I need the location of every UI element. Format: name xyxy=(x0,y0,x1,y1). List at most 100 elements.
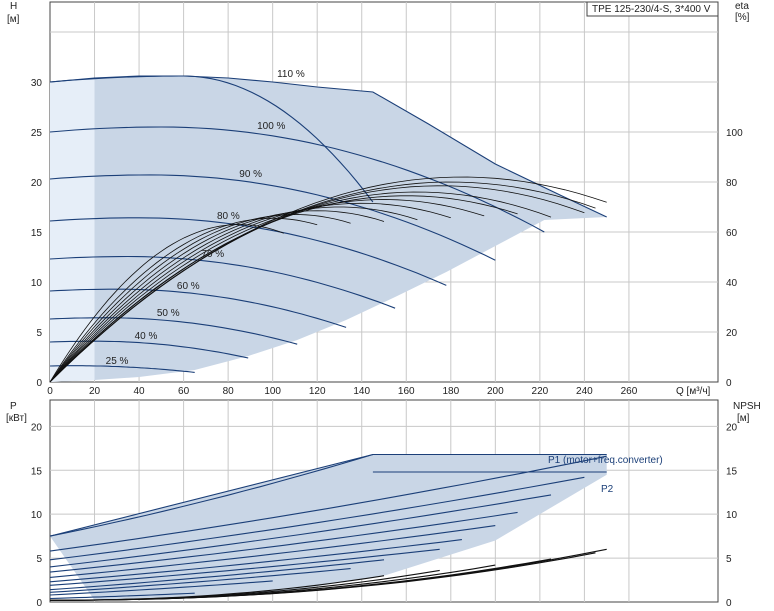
max-curve xyxy=(49,75,607,218)
head-panel: 110 % 100 % 90 % 80 % 70 % 60 % 50 % 40 % 25 % 0… xyxy=(7,1,750,397)
operating-region-fill xyxy=(50,76,607,382)
npsh-curves xyxy=(50,548,607,601)
speed-label: 90 % xyxy=(239,169,262,180)
p1-curve xyxy=(49,476,585,561)
p1-curve xyxy=(49,539,462,583)
power-y-tick-labels: 0 5 10 15 20 xyxy=(31,422,43,609)
speed-label: 110 % xyxy=(277,69,305,80)
x-axis-label: Q [м³/ч] xyxy=(676,386,711,397)
p1-label: P1 (motor+freq.converter) xyxy=(548,455,663,466)
x-tick-label: 100 xyxy=(264,386,281,397)
x-tick-label: 60 xyxy=(178,386,190,397)
speed-label: 60 % xyxy=(177,281,200,292)
p1-curve xyxy=(49,494,552,568)
speed-curves xyxy=(49,75,607,373)
power-y-tick-label: 15 xyxy=(31,466,43,477)
y2-tick-label: 20 xyxy=(726,328,738,339)
power-axis-label: P xyxy=(10,401,17,412)
speed-label: 25 % xyxy=(106,356,129,367)
p1-curve xyxy=(49,511,518,573)
efficiency-curve xyxy=(49,202,451,383)
x-tick-labels: 0 20 40 60 80 100 120 140 160 180 200 220 240 260 xyxy=(47,386,637,397)
x-tick-label: 260 xyxy=(621,386,638,397)
x-tick-label: 40 xyxy=(134,386,146,397)
x-tick-label: 80 xyxy=(223,386,235,397)
power-y-tick-label: 5 xyxy=(36,554,42,565)
y2-tick-label: 60 xyxy=(726,228,738,239)
npsh-axis-label: NPSH xyxy=(733,401,761,412)
x-tick-label: 140 xyxy=(353,386,370,397)
y2-tick-label: 0 xyxy=(726,378,732,389)
npsh-curve xyxy=(50,575,385,601)
power-y-tick-label: 20 xyxy=(31,422,43,433)
p1-curve xyxy=(49,592,195,600)
efficiency-curve xyxy=(49,214,351,383)
npsh-axis-unit: [м] xyxy=(737,413,750,424)
speed-curve xyxy=(49,365,195,373)
speed-label: 70 % xyxy=(201,249,224,260)
npsh-y-tick-label: 20 xyxy=(726,422,738,433)
power-curves xyxy=(49,453,607,600)
p1-curve xyxy=(49,568,351,593)
x-tick-label: 120 xyxy=(309,386,326,397)
efficiency-curve xyxy=(49,206,418,383)
x-tick-label: 160 xyxy=(398,386,415,397)
speed-labels: 110 % 100 % 90 % 80 % 70 % 60 % 50 % 40 % 25 % xyxy=(106,69,305,367)
efficiency-curve xyxy=(49,217,318,383)
power-plot-frame xyxy=(49,399,719,603)
speed-label: 100 % xyxy=(257,121,285,132)
efficiency-curve xyxy=(49,210,385,383)
efficiency-curves xyxy=(49,176,607,383)
title-box xyxy=(586,1,719,17)
y-tick-label: 30 xyxy=(31,78,43,89)
y2-tick-label: 40 xyxy=(726,278,738,289)
y2-axis-unit: [%] xyxy=(735,12,750,23)
y-tick-label: 0 xyxy=(36,378,42,389)
y-tick-labels: 0 5 10 15 20 25 30 xyxy=(31,78,43,389)
efficiency-curve xyxy=(49,185,585,383)
y-axis-label: H xyxy=(10,1,17,12)
speed-curve xyxy=(49,126,545,233)
x-tick-label: 180 xyxy=(442,386,459,397)
speed-label: 80 % xyxy=(217,211,240,222)
npsh-y-tick-label: 5 xyxy=(726,554,732,565)
npsh-y-tick-labels: 0 5 10 15 20 xyxy=(726,422,738,609)
y-tick-label: 15 xyxy=(31,228,43,239)
y-tick-label: 25 xyxy=(31,128,43,139)
speed-curve xyxy=(49,174,496,261)
y2-tick-label: 80 xyxy=(726,178,738,189)
speed-curve xyxy=(49,288,347,328)
x-tick-label: 20 xyxy=(89,386,101,397)
p1-curve xyxy=(49,559,385,591)
speed-label: 40 % xyxy=(135,331,158,342)
efficiency-curve xyxy=(49,199,485,383)
chart-title: TPE 125-230/4-S, 3*400 V xyxy=(592,4,711,15)
speed-curve xyxy=(49,255,396,309)
y2-tick-label: 100 xyxy=(726,128,743,139)
efficiency-curve xyxy=(49,224,284,383)
y-tick-label: 5 xyxy=(36,328,42,339)
y2-axis-label: eta xyxy=(735,1,749,12)
power-y-tick-label: 10 xyxy=(31,510,43,521)
y-tick-label: 20 xyxy=(31,178,43,189)
x-tick-label: 0 xyxy=(47,386,53,397)
power-y-tick-label: 0 xyxy=(36,598,42,609)
speed-label: 50 % xyxy=(157,308,180,319)
low-flow-region-fill xyxy=(50,78,95,382)
x-tick-label: 200 xyxy=(487,386,504,397)
p1-curve xyxy=(49,580,273,596)
operating-region xyxy=(50,76,607,382)
speed-curve xyxy=(49,217,447,286)
y-axis-unit: [м] xyxy=(7,14,20,25)
npsh-y-tick-label: 0 xyxy=(726,598,732,609)
p1-curve xyxy=(49,453,374,537)
p1-max-curve xyxy=(49,453,607,537)
p1-curve xyxy=(49,548,440,586)
speed-curve xyxy=(49,340,249,359)
x-tick-label: 240 xyxy=(576,386,593,397)
p1-curve xyxy=(49,525,496,578)
efficiency-curve xyxy=(49,195,518,383)
p1-curve xyxy=(49,455,607,552)
p2-label: P2 xyxy=(601,484,614,495)
